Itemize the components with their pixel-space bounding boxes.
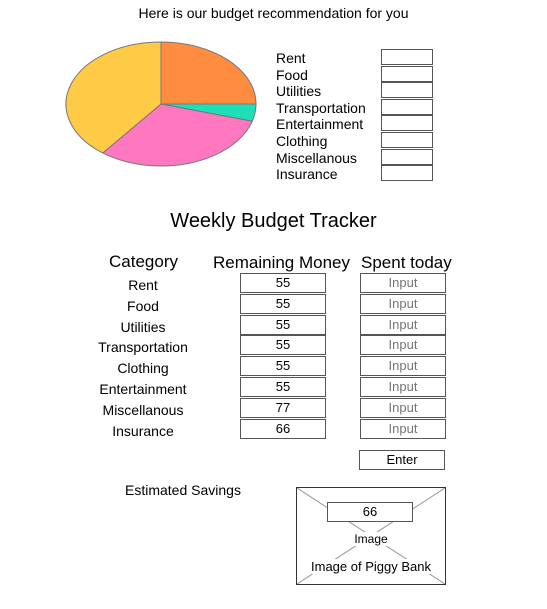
tracker-title: Weekly Budget Tracker <box>170 210 377 232</box>
spent-today-input[interactable] <box>360 377 446 397</box>
spent-today-input[interactable] <box>360 314 446 335</box>
remaining-money-value: 55 <box>240 314 326 335</box>
legend-value-box-4 <box>381 115 433 132</box>
legend-value-box-0 <box>381 49 433 65</box>
legend-value-box-6 <box>381 148 433 165</box>
legend-label-5: Clothing <box>276 133 328 149</box>
remaining-money-value: 77 <box>240 397 326 418</box>
category-label: Miscellanous <box>102 401 184 418</box>
category-label: Food <box>127 297 159 314</box>
spent-today-input[interactable] <box>360 273 446 293</box>
spent-today-input[interactable] <box>360 335 446 356</box>
enter-button[interactable]: Enter <box>359 450 445 470</box>
category-label: Rent <box>128 277 158 293</box>
pie-slice-transportation <box>65 41 162 154</box>
budget-pie-chart <box>65 41 257 167</box>
spent-today-input[interactable] <box>360 293 446 314</box>
category-label: Transportation <box>98 339 188 356</box>
spent-today-input[interactable] <box>360 356 446 377</box>
legend-label-7: Insurance <box>276 166 338 183</box>
remaining-money-value: 55 <box>240 273 326 293</box>
remaining-money-column-header: Remaining Money <box>213 253 351 272</box>
remaining-money-value: 66 <box>240 418 326 439</box>
legend-label-0: Rent <box>276 50 306 66</box>
legend-label-4: Entertainment <box>276 116 364 133</box>
pie-slice-rent <box>160 41 257 105</box>
image-caption: Image of Piggy Bank <box>309 559 433 574</box>
remaining-money-value: 55 <box>240 293 326 314</box>
estimated-savings-value: 66 <box>327 502 413 522</box>
legend-value-box-2 <box>381 82 433 99</box>
remaining-money-value: 55 <box>240 377 326 397</box>
category-label: Entertainment <box>99 381 187 397</box>
legend-label-1: Food <box>276 66 308 83</box>
piggy-bank-image-placeholder: Image Image of Piggy Bank <box>296 487 446 585</box>
legend-label-3: Transportation <box>276 99 366 116</box>
legend-value-box-5 <box>381 132 433 148</box>
legend-label-2: Utilities <box>276 83 322 100</box>
legend-value-box-3 <box>381 98 433 115</box>
remaining-money-value: 55 <box>240 356 326 377</box>
legend-label-6: Miscellanous <box>276 149 357 166</box>
remaining-money-value: 55 <box>240 335 326 356</box>
legend-value-box-7 <box>381 165 433 182</box>
spent-today-column-header: Spent today <box>361 253 452 272</box>
category-column-header: Category <box>109 252 178 271</box>
pie-slice-food <box>101 103 253 167</box>
spent-today-input[interactable] <box>360 418 446 439</box>
category-label: Insurance <box>112 422 174 439</box>
legend-value-box-1 <box>381 65 433 82</box>
category-label: Utilities <box>120 318 166 335</box>
recommendation-heading: Here is our budget recommendation for yo… <box>138 5 409 21</box>
estimated-savings-label: Estimated Savings <box>125 482 241 498</box>
image-label: Image <box>350 532 392 546</box>
category-label: Clothing <box>117 360 169 377</box>
spent-today-input[interactable] <box>360 397 446 418</box>
